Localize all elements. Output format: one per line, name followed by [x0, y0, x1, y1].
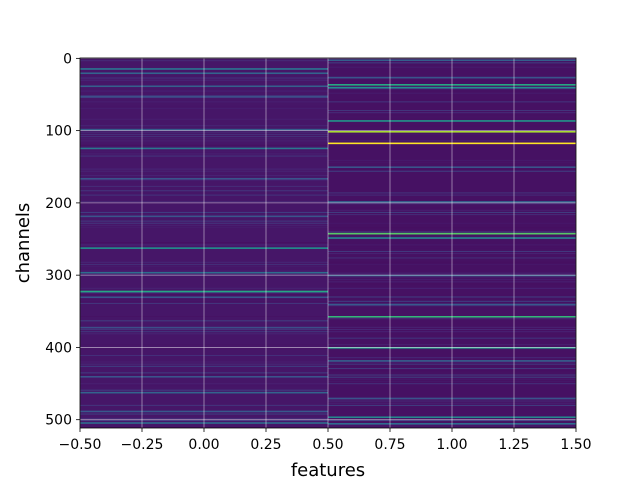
- x-tick-label: −0.25: [121, 437, 164, 453]
- x-axis-label: features: [291, 460, 365, 480]
- plot-area: [80, 58, 576, 428]
- x-tick-label: 0.25: [250, 437, 281, 453]
- y-tick-label: 500: [45, 413, 72, 429]
- x-tick-label: 1.25: [498, 437, 529, 453]
- y-axis: 0 100 200 300 400 500: [45, 51, 80, 429]
- x-tick-label: 0.75: [374, 437, 405, 453]
- x-tick-label: 1.50: [560, 437, 591, 453]
- y-tick-label: 200: [45, 196, 72, 212]
- x-tick-label: −0.50: [59, 437, 102, 453]
- y-axis-label: channels: [13, 203, 34, 284]
- y-tick-label: 100: [45, 124, 72, 140]
- x-tick-label: 0.00: [188, 437, 219, 453]
- grid-lines: [80, 58, 576, 428]
- x-tick-label: 1.00: [436, 437, 467, 453]
- y-tick-label: 0: [63, 51, 72, 67]
- x-axis: −0.50 −0.25 0.00 0.25 0.50 0.75 1.00 1.25 1.50: [59, 428, 592, 453]
- x-tick-label: 0.50: [312, 437, 343, 453]
- y-tick-label: 400: [45, 340, 72, 356]
- y-tick-label: 300: [45, 268, 72, 284]
